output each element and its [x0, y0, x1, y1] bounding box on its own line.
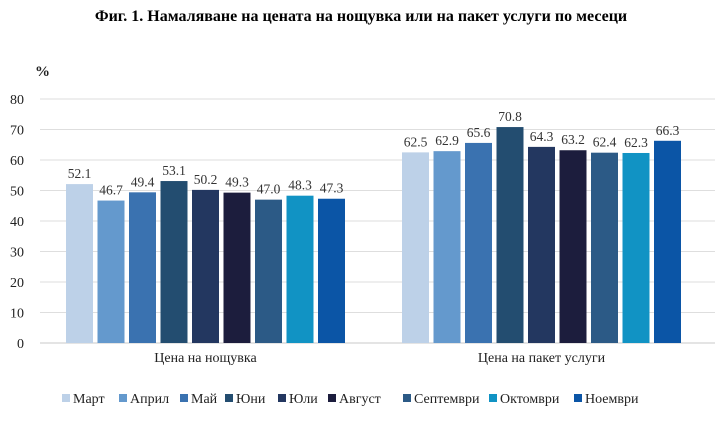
data-label: 46.7 — [99, 183, 123, 198]
data-label: 49.3 — [225, 175, 249, 190]
data-label: 52.1 — [68, 166, 92, 181]
y-tick-label: 70 — [10, 124, 24, 139]
legend-swatch — [574, 394, 582, 402]
legend-label: Май — [191, 392, 218, 407]
y-tick-label: 40 — [10, 215, 24, 230]
bar-Юли — [528, 146, 555, 343]
legend-swatch — [278, 394, 286, 402]
y-tick-label: 10 — [10, 307, 24, 322]
legend-swatch — [225, 394, 233, 402]
data-label: 48.3 — [288, 178, 312, 193]
bar-Август — [223, 192, 251, 343]
data-label: 63.2 — [561, 132, 585, 147]
y-tick-label: 60 — [10, 154, 24, 169]
data-label: 53.1 — [162, 163, 186, 178]
bar-Октомври — [622, 152, 650, 343]
data-label: 66.3 — [656, 123, 680, 138]
bar-Март — [402, 152, 429, 343]
bar-Ноември — [318, 198, 345, 343]
category-label: Цена на пакет услуги — [478, 351, 606, 366]
legend-label: Април — [130, 392, 169, 407]
legend-label: Август — [339, 392, 381, 407]
legend-swatch — [62, 394, 70, 402]
data-label: 50.2 — [194, 172, 218, 187]
data-label: 47.0 — [257, 182, 281, 197]
y-tick-label: 50 — [10, 185, 24, 200]
legend-swatch — [403, 394, 411, 402]
chart-title: Фиг. 1. Намаляване на цената на нощувка … — [94, 8, 628, 25]
legend-swatch — [328, 394, 336, 402]
legend-label: Юли — [289, 392, 318, 407]
data-label: 62.9 — [435, 133, 459, 148]
data-label: 49.4 — [131, 174, 155, 189]
bar-Ноември — [654, 140, 681, 343]
data-label: 62.3 — [624, 135, 648, 150]
bar-Юли — [192, 189, 219, 343]
y-tick-label: 0 — [17, 337, 24, 352]
data-label: 64.3 — [530, 129, 554, 144]
data-label: 47.3 — [320, 181, 344, 196]
y-tick-label: 20 — [10, 276, 24, 291]
data-label: 62.5 — [404, 134, 428, 149]
bar-Октомври — [286, 195, 314, 343]
bar-Юни — [496, 127, 524, 343]
bar-Септември — [591, 152, 618, 343]
data-label: 62.4 — [593, 135, 617, 150]
bar-Юни — [160, 181, 188, 343]
legend-swatch — [180, 394, 188, 402]
y-tick-label: 30 — [10, 246, 24, 261]
bar-Март — [66, 184, 93, 343]
legend-swatch — [119, 394, 127, 402]
legend-label: Март — [73, 392, 105, 407]
legend-label: Юни — [236, 392, 266, 407]
category-label: Цена на нощувка — [154, 351, 257, 366]
y-tick-label: 80 — [10, 93, 24, 108]
legend-label: Септември — [414, 392, 480, 407]
bar-Април — [433, 151, 461, 343]
bar-Май — [465, 142, 492, 343]
legend-swatch — [489, 394, 497, 402]
y-axis-label: % — [35, 64, 50, 80]
legend-label: Ноември — [585, 392, 639, 407]
bar-Август — [559, 150, 587, 343]
bar-Април — [97, 200, 125, 343]
data-label: 70.8 — [498, 109, 522, 124]
data-label: 65.6 — [467, 125, 491, 140]
bar-Септември — [255, 199, 282, 343]
bar-Май — [129, 192, 156, 343]
legend-label: Октомври — [500, 392, 560, 407]
